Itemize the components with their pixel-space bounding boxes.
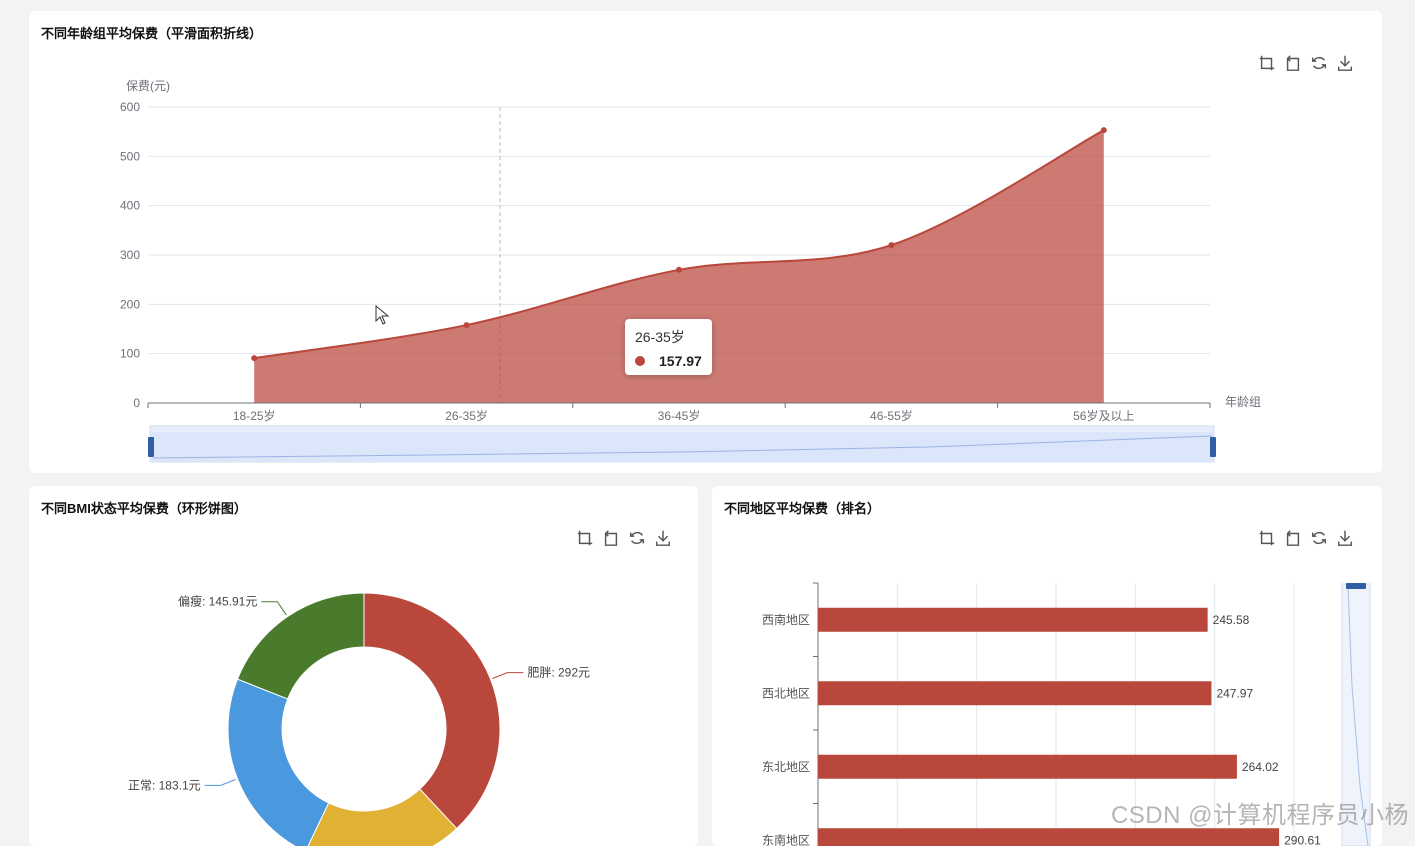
tooltip-value: 157.97 xyxy=(659,353,702,369)
region-chart-toolbox xyxy=(1257,528,1355,548)
area-fill xyxy=(254,130,1104,403)
data-point xyxy=(1100,127,1107,134)
zoom-area-icon[interactable] xyxy=(1257,528,1277,548)
slice-label-line xyxy=(492,672,524,679)
region-chart-title: 不同地区平均保费（排名） xyxy=(724,501,881,516)
y-tick-label: 300 xyxy=(120,248,140,262)
data-zoom-range[interactable] xyxy=(150,432,1214,462)
mouse-cursor-icon xyxy=(375,305,390,325)
restore-icon[interactable] xyxy=(627,528,647,548)
slice-label: 正常: 183.1元 xyxy=(128,778,201,792)
restore-icon[interactable] xyxy=(1309,53,1329,73)
data-zoom-preview xyxy=(152,435,1213,459)
chart-tooltip: 26-35岁 157.97 xyxy=(625,319,712,375)
vertical-zoom-preview xyxy=(1347,585,1369,846)
data-zoom-handle-right[interactable] xyxy=(1210,437,1216,457)
download-icon[interactable] xyxy=(1335,528,1355,548)
download-icon[interactable] xyxy=(1335,53,1355,73)
bmi-chart-card: 不同BMI状态平均保费（环形饼图） 肥胖: 292元正常: 183.1元 偏瘦: … xyxy=(29,486,698,846)
donut-slice xyxy=(236,592,365,700)
x-tick-label: 36-45岁 xyxy=(658,408,701,423)
bar-value-label: 264.02 xyxy=(1242,760,1279,774)
bar-value-label: 247.97 xyxy=(1216,686,1253,700)
data-zoom-slider[interactable] xyxy=(148,425,1216,463)
bar xyxy=(818,754,1237,779)
watermark: CSDN @计算机程序员小杨 xyxy=(1110,802,1409,829)
age-chart-title: 不同年龄组平均保费（平滑面积折线） xyxy=(41,26,263,41)
restore-icon[interactable] xyxy=(1309,528,1329,548)
zoom-reset-icon[interactable] xyxy=(601,528,621,548)
region-chart-card: 不同地区平均保费（排名） 西南地区 245.58 西北地区 247.97 东北地区 264… xyxy=(712,486,1382,846)
x-tick-label: 56岁及以上 xyxy=(1073,408,1134,423)
donut-slice xyxy=(227,678,330,846)
bmi-chart-title: 不同BMI状态平均保费（环形饼图） xyxy=(41,501,247,516)
download-icon[interactable] xyxy=(653,528,673,548)
data-point xyxy=(888,242,895,249)
zoom-area-icon[interactable] xyxy=(1257,53,1277,73)
vertical-data-zoom[interactable] xyxy=(1341,583,1371,846)
slice-label: 偏瘦: 145.91元 xyxy=(178,594,257,609)
y-tick-label: 500 xyxy=(120,149,140,163)
data-point xyxy=(676,266,682,273)
category-label: 西南地区 xyxy=(762,612,810,627)
tooltip-series-dot xyxy=(635,356,645,366)
bar xyxy=(818,607,1208,632)
data-point xyxy=(463,322,470,329)
category-label: 西北地区 xyxy=(762,686,810,700)
y-axis-title: 保费(元) xyxy=(126,79,170,93)
age-area-chart[interactable]: 保费(元) 年龄组 0 100 200 300 400 500 600 18-25岁 26-3… xyxy=(29,11,1382,473)
donut-slice xyxy=(307,788,458,846)
category-label: 东南地区 xyxy=(762,832,810,846)
age-chart-toolbox xyxy=(1257,53,1355,73)
category-label: 东北地区 xyxy=(762,760,810,774)
y-tick-label: 200 xyxy=(120,297,140,311)
bar xyxy=(818,828,1280,846)
age-chart-card: 不同年龄组平均保费（平滑面积折线） 保费(元) 年龄组 0 100 200 300 40… xyxy=(29,11,1382,473)
y-tick-label: 100 xyxy=(120,347,140,361)
zoom-area-icon[interactable] xyxy=(575,528,595,548)
x-tick-label: 26-35岁 xyxy=(445,408,488,423)
y-tick-label: 600 xyxy=(120,100,140,114)
x-tick-label: 18-25岁 xyxy=(233,408,276,423)
zoom-reset-icon[interactable] xyxy=(1283,528,1303,548)
x-tick-label: 46-55岁 xyxy=(870,408,913,423)
bar xyxy=(818,681,1212,706)
data-point xyxy=(251,355,258,362)
vertical-zoom-handle[interactable] xyxy=(1346,583,1366,589)
y-tick-label: 400 xyxy=(120,199,140,213)
slice-label-line xyxy=(204,779,236,786)
bmi-chart-toolbox xyxy=(575,528,673,548)
data-zoom-handle-left[interactable] xyxy=(148,437,154,457)
zoom-reset-icon[interactable] xyxy=(1283,53,1303,73)
bar-value-label: 245.58 xyxy=(1213,613,1250,627)
tooltip-title: 26-35岁 xyxy=(635,329,685,345)
slice-label-line xyxy=(261,601,287,616)
y-tick-label: 0 xyxy=(133,396,140,410)
donut-slice xyxy=(363,592,501,830)
x-axis-title: 年龄组 xyxy=(1225,395,1261,409)
vertical-zoom-track xyxy=(1341,583,1371,846)
slice-label: 肥胖: 292元 xyxy=(527,666,590,680)
